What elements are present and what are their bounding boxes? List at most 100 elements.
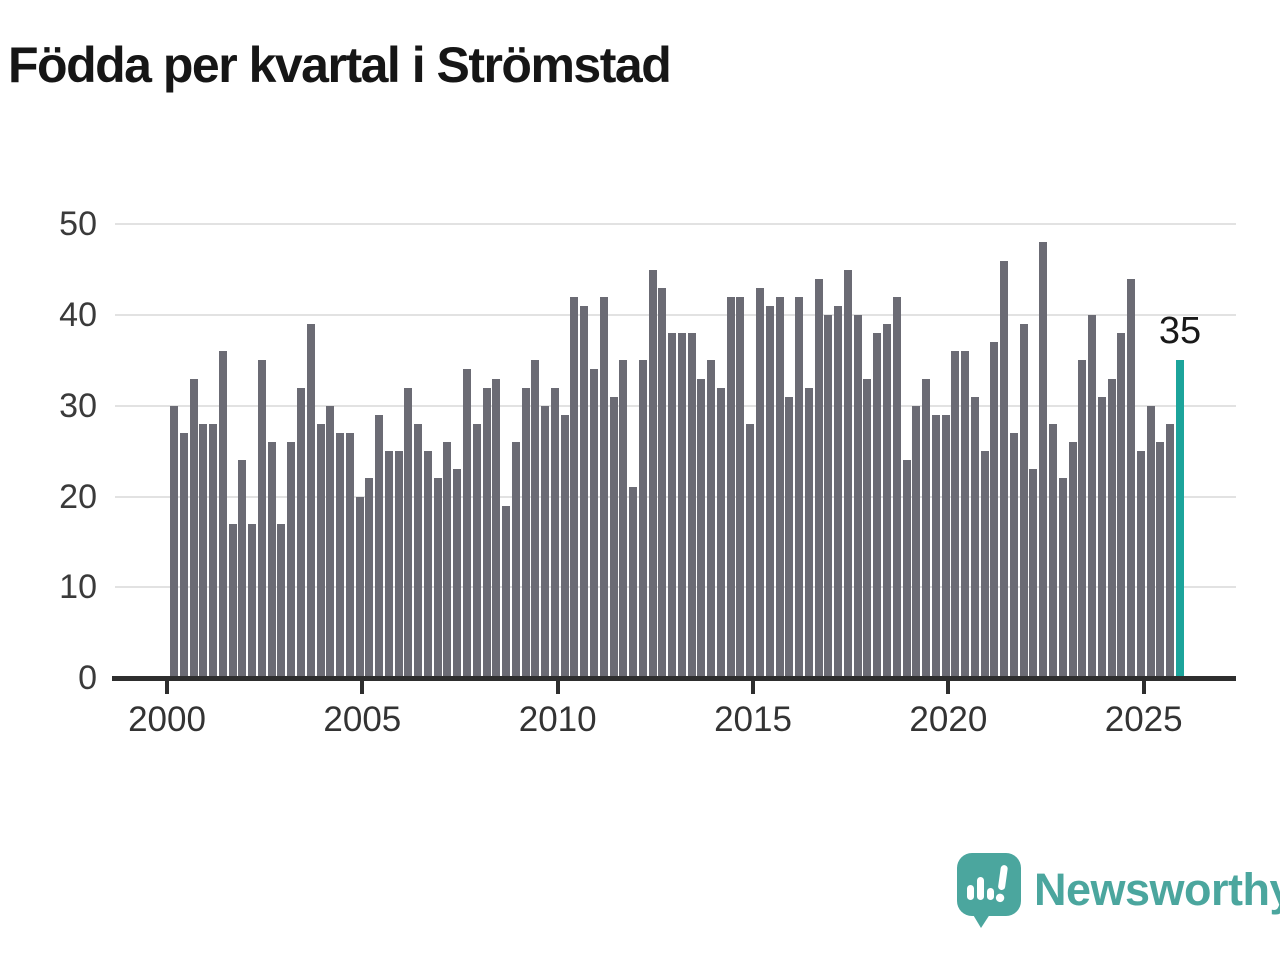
bar (765, 305, 774, 678)
bar (756, 287, 765, 678)
bar (746, 423, 755, 678)
bar (375, 414, 384, 678)
bar (248, 523, 257, 678)
bar (404, 387, 413, 678)
y-axis-tick-label: 40 (59, 296, 97, 335)
bar (521, 387, 530, 678)
bar (795, 296, 804, 678)
bar (589, 369, 598, 678)
bar (707, 360, 716, 678)
bar (257, 360, 266, 678)
x-axis-tick (555, 681, 560, 694)
bar (619, 360, 628, 678)
bar (218, 351, 227, 678)
bar (541, 405, 550, 678)
bar (560, 414, 569, 678)
bar (287, 442, 296, 678)
bar (189, 378, 198, 678)
newsworthy-logo-text: Newsworthy (1034, 864, 1280, 915)
bar (990, 342, 999, 678)
bar (550, 387, 559, 678)
y-axis-tick-label: 20 (59, 477, 97, 516)
y-gridline (115, 314, 1236, 317)
bar (433, 478, 442, 678)
x-axis-tick-label: 2015 (714, 700, 792, 739)
bar (1039, 242, 1048, 678)
bar (1019, 324, 1028, 678)
bar (531, 360, 540, 678)
highlight-value-label: 35 (1158, 310, 1202, 353)
y-axis-tick-label: 50 (59, 205, 97, 244)
bar (1107, 378, 1116, 678)
bar (492, 378, 501, 678)
bar (580, 305, 589, 678)
bar (170, 405, 178, 678)
bar (443, 442, 452, 678)
bar (345, 433, 354, 678)
bar (922, 378, 931, 678)
bar (1136, 451, 1145, 678)
bar (668, 333, 677, 678)
x-axis-tick-label: 2000 (128, 700, 206, 739)
bar (1058, 478, 1067, 678)
bar (873, 333, 882, 678)
bar (1166, 423, 1175, 678)
bar (902, 460, 911, 678)
newsworthy-logo-icon (956, 852, 1022, 928)
bar (336, 433, 345, 678)
bar (1049, 423, 1058, 678)
bar (453, 469, 462, 678)
bar (277, 523, 286, 678)
x-axis-line (112, 676, 1236, 681)
bar (892, 296, 901, 678)
x-axis-tick (946, 681, 951, 694)
bar (179, 433, 188, 678)
bar (629, 487, 638, 678)
bar (306, 324, 315, 678)
newsworthy-logo: Newsworthy (956, 852, 1280, 928)
x-axis-tick-label: 2005 (323, 700, 402, 739)
bar (824, 315, 833, 678)
bar (697, 378, 706, 678)
bar (814, 278, 823, 678)
bar (355, 496, 364, 678)
bar (472, 423, 481, 678)
bar (785, 396, 794, 678)
x-axis-tick-label: 2020 (909, 700, 988, 739)
bar (931, 414, 940, 678)
bar (951, 351, 960, 678)
bar (482, 387, 491, 678)
bar (970, 396, 979, 678)
bar (238, 460, 247, 678)
bar (502, 505, 511, 678)
y-axis-tick-label: 0 (78, 659, 97, 697)
bar (736, 296, 745, 678)
bar (394, 451, 403, 678)
bar (1097, 396, 1106, 678)
x-axis-tick (1141, 681, 1146, 694)
bar (1009, 433, 1018, 678)
bar (726, 296, 735, 678)
bar (228, 523, 237, 678)
y-gridline (115, 223, 1236, 226)
bar (414, 423, 423, 678)
x-axis-tick (165, 681, 169, 694)
bar (638, 360, 647, 678)
bar (1117, 333, 1126, 678)
bar (882, 324, 891, 678)
bar (599, 296, 608, 678)
bar (658, 287, 667, 678)
bar (961, 351, 970, 678)
highlight-bar (1176, 360, 1184, 678)
x-axis-tick-label: 2025 (1104, 700, 1183, 739)
bar (423, 451, 432, 678)
x-axis-tick (751, 681, 756, 694)
bar (1127, 278, 1136, 678)
bar (853, 315, 862, 678)
bar (570, 296, 579, 678)
bar (1000, 260, 1009, 678)
y-axis-tick-label: 10 (59, 568, 97, 607)
bar (941, 414, 950, 678)
bar (511, 442, 520, 678)
